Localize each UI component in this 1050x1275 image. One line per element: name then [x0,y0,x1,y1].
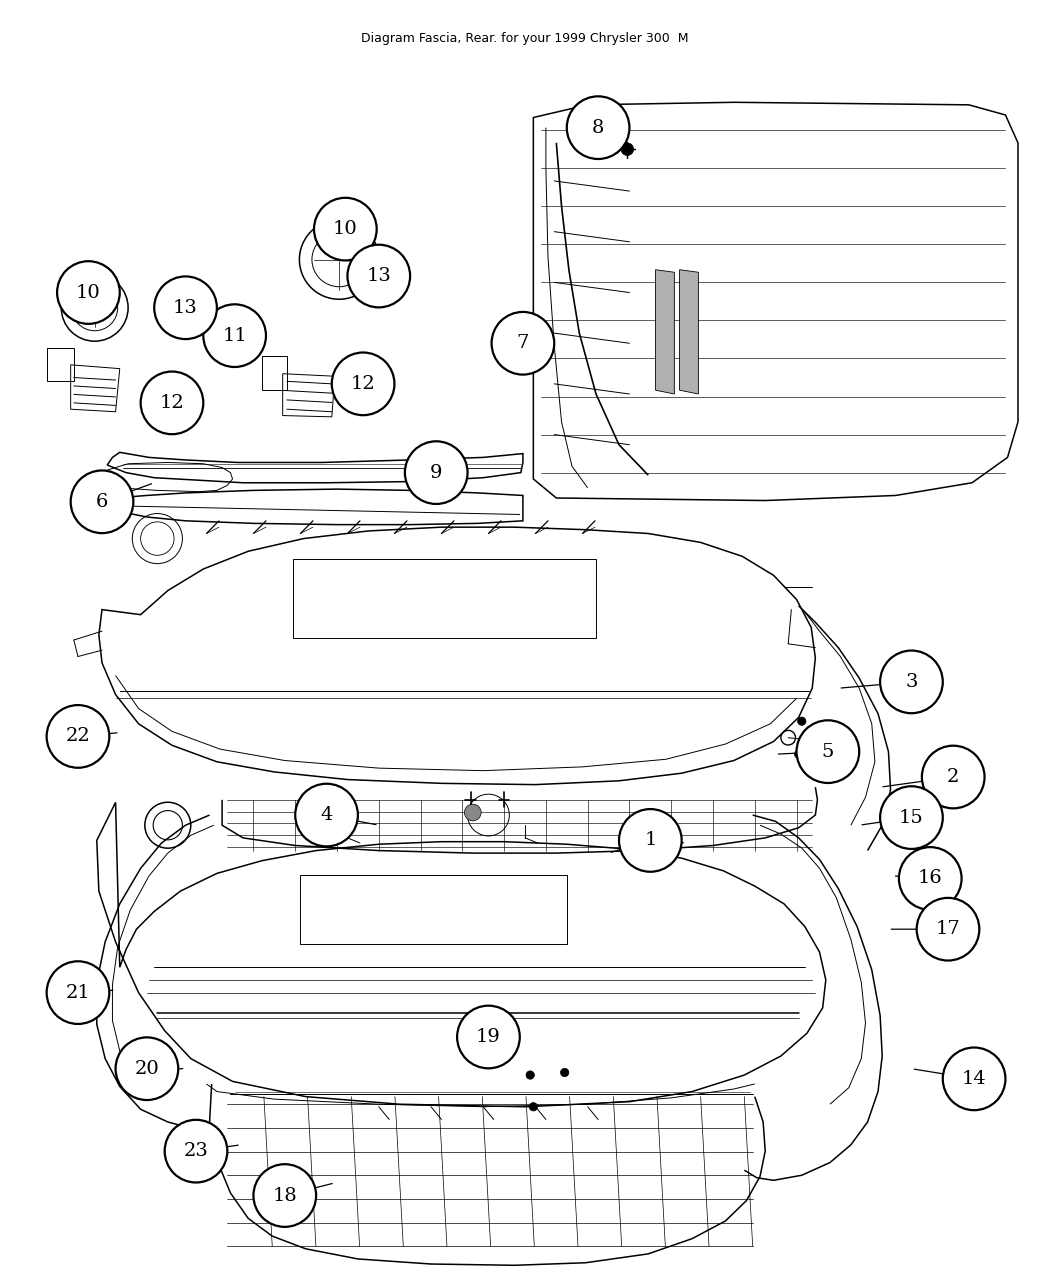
Circle shape [46,961,109,1024]
Text: 11: 11 [223,326,247,344]
Text: 2: 2 [947,768,960,785]
Text: 21: 21 [65,983,90,1002]
Circle shape [798,717,806,725]
Circle shape [899,847,962,910]
Circle shape [526,1071,534,1079]
Text: 7: 7 [517,334,529,352]
Text: 10: 10 [76,283,101,301]
Circle shape [141,371,204,435]
Circle shape [332,352,395,416]
Circle shape [46,705,109,768]
Text: 1: 1 [644,831,656,849]
Polygon shape [679,270,698,394]
Circle shape [943,1048,1006,1111]
Text: 6: 6 [96,493,108,511]
Circle shape [622,143,633,156]
Text: 3: 3 [905,673,918,691]
Circle shape [295,784,358,847]
Text: 12: 12 [160,394,185,412]
Circle shape [253,1164,316,1227]
Circle shape [620,810,681,872]
Text: 20: 20 [134,1060,160,1077]
Circle shape [457,1006,520,1068]
Circle shape [880,650,943,713]
Circle shape [491,312,554,375]
Text: 15: 15 [899,808,924,826]
Polygon shape [655,270,674,394]
Circle shape [464,805,481,821]
Text: 16: 16 [918,870,943,887]
Circle shape [116,1038,178,1100]
Circle shape [165,1119,228,1182]
Circle shape [917,898,980,960]
Circle shape [348,245,411,307]
Text: Diagram Fascia, Rear. for your 1999 Chrysler 300  M: Diagram Fascia, Rear. for your 1999 Chry… [361,32,689,46]
Circle shape [314,198,377,260]
Text: 10: 10 [333,221,358,238]
Text: 23: 23 [184,1142,209,1160]
Circle shape [922,746,985,808]
Circle shape [567,97,629,159]
Circle shape [405,441,467,504]
Text: 13: 13 [173,298,198,316]
Text: 19: 19 [476,1028,501,1046]
Circle shape [204,305,266,367]
Text: 13: 13 [366,266,392,286]
Circle shape [529,1103,538,1111]
Circle shape [797,720,859,783]
Circle shape [795,750,803,759]
Text: 14: 14 [962,1070,987,1088]
Text: 22: 22 [65,728,90,746]
Circle shape [880,787,943,849]
Circle shape [70,470,133,533]
Text: 8: 8 [592,119,605,136]
Circle shape [154,277,217,339]
Text: 17: 17 [936,921,961,938]
Circle shape [57,261,120,324]
Text: 9: 9 [429,464,442,482]
Text: 4: 4 [320,806,333,824]
Text: 5: 5 [822,742,834,761]
Text: 12: 12 [351,375,376,393]
Text: 18: 18 [272,1187,297,1205]
Circle shape [561,1068,569,1076]
